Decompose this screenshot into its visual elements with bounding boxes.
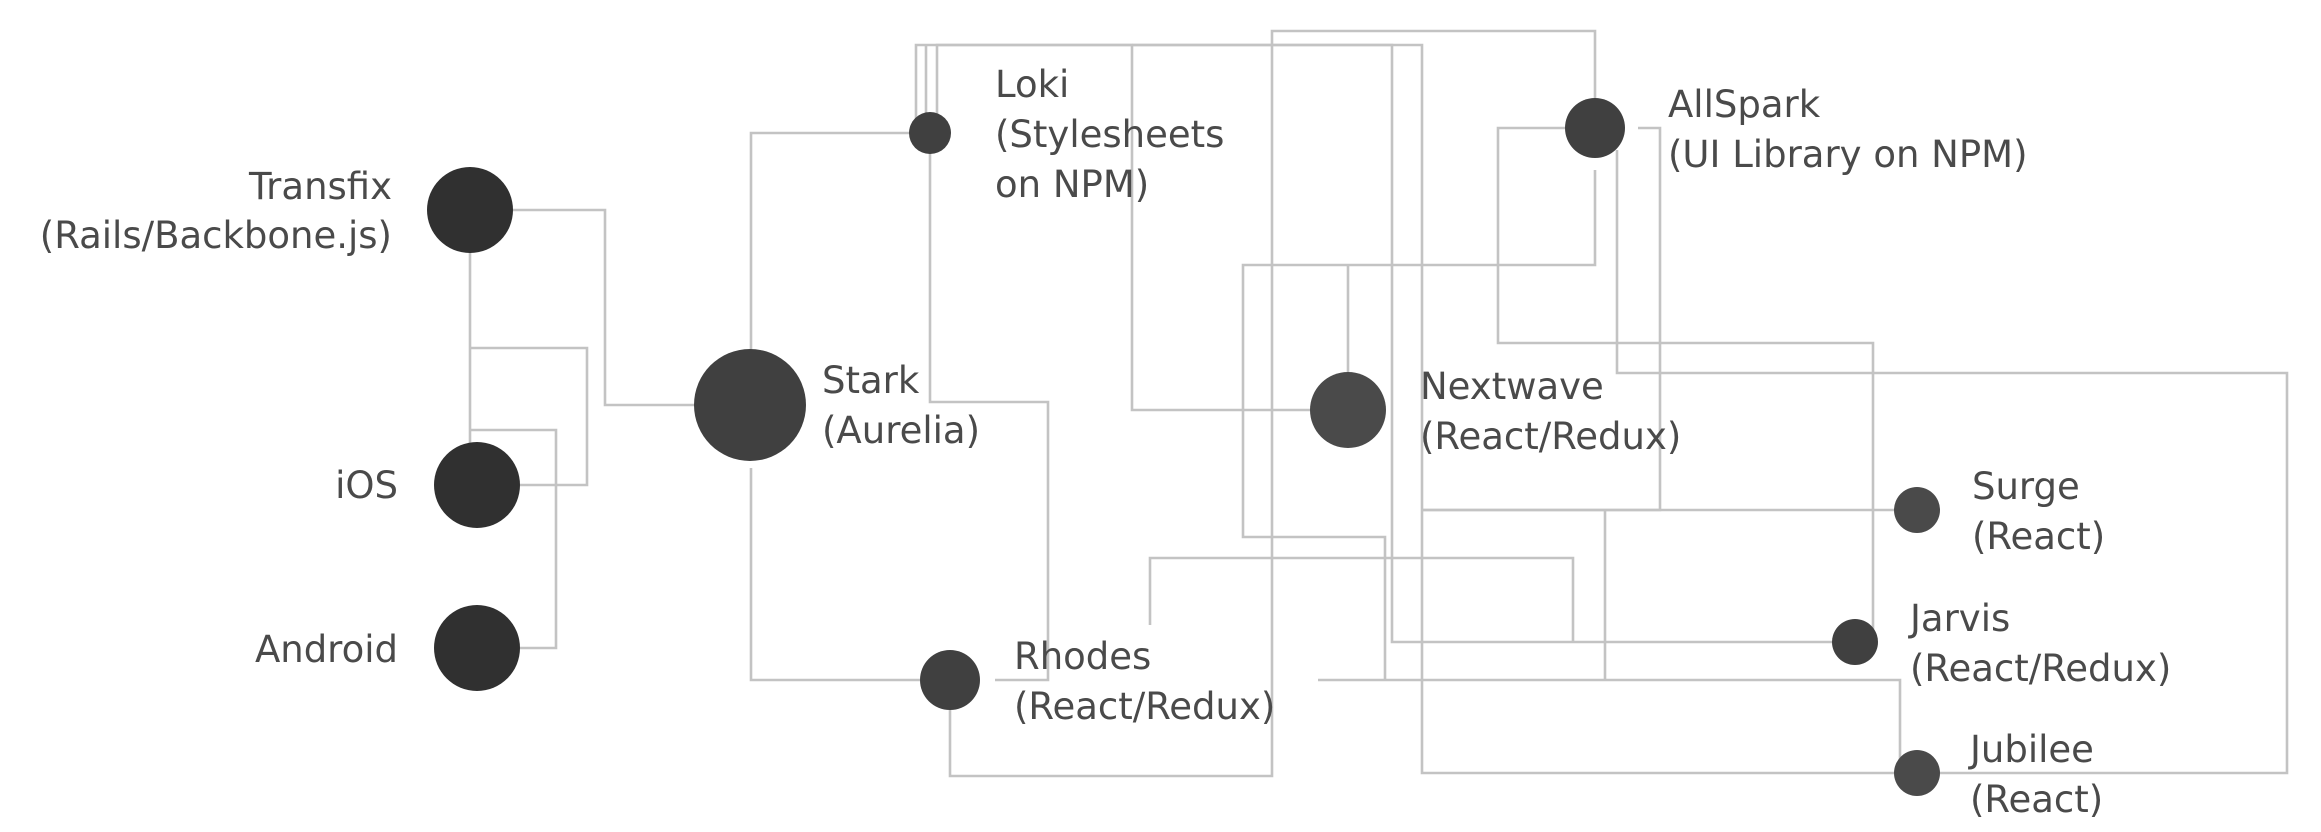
node-jarvis [1832, 619, 1878, 665]
edge-transfix-ios-bracket [470, 346, 589, 487]
edge-loki-trunk-c [935, 43, 2289, 775]
label-loki-detail: (Stylesheets [995, 113, 1224, 156]
node-surge [1894, 487, 1940, 533]
label-jubilee-detail: (React) [1970, 778, 2103, 821]
node-transfix [427, 167, 513, 253]
edge-loki-rhodes [928, 150, 1050, 682]
labels: Transfix (Rails/Backbone.js) iOS Android… [40, 63, 2172, 821]
node-stark [694, 349, 806, 461]
label-transfix-detail: (Rails/Backbone.js) [40, 214, 392, 257]
node-ios [434, 442, 520, 528]
label-loki-name: Loki [995, 63, 1069, 106]
edge-rhodes-loop [948, 29, 1597, 778]
label-surge-detail: (React) [1972, 515, 2105, 558]
label-rhodes-detail: (React/Redux) [1014, 685, 1275, 728]
label-jarvis-detail: (React/Redux) [1910, 647, 2171, 690]
node-jubilee [1894, 750, 1940, 796]
edge-rhodes-jubilee [1318, 678, 1902, 773]
edge-stark-rhodes [749, 468, 920, 682]
label-transfix-name: Transfix [248, 165, 392, 208]
edge-loki-trunk-a [914, 43, 1312, 412]
label-stark-detail: (Aurelia) [822, 409, 980, 452]
label-jarvis-name: Jarvis [1908, 597, 2010, 640]
edge-transfix-stark [512, 208, 695, 407]
node-rhodes [920, 650, 980, 710]
label-loki-detail-2: on NPM) [995, 163, 1149, 206]
label-android-name: Android [255, 628, 398, 671]
edge-transfix-android [470, 428, 558, 650]
label-stark-name: Stark [822, 359, 920, 402]
label-rhodes-name: Rhodes [1014, 635, 1151, 678]
edge-allspark-jarvis [1496, 126, 1875, 642]
edge-allspark-nextwave [1241, 170, 1597, 680]
label-nextwave-detail: (React/Redux) [1420, 415, 1681, 458]
nodes [427, 98, 1940, 796]
node-android [434, 605, 520, 691]
edge-mid-bracket [1148, 556, 1575, 642]
label-allspark-name: AllSpark [1668, 83, 1821, 126]
edge-stark-loki [749, 131, 912, 372]
node-allspark [1565, 98, 1625, 158]
label-ios-name: iOS [335, 464, 398, 507]
node-nextwave [1310, 372, 1386, 448]
label-jubilee-name: Jubilee [1968, 728, 2094, 771]
label-nextwave-name: Nextwave [1420, 365, 1604, 408]
label-allspark-detail: (UI Library on NPM) [1668, 133, 2028, 176]
edge-loki-trunk-d [1132, 43, 1852, 644]
label-surge-name: Surge [1972, 465, 2080, 508]
node-loki [909, 112, 951, 154]
connectors [468, 29, 2289, 778]
